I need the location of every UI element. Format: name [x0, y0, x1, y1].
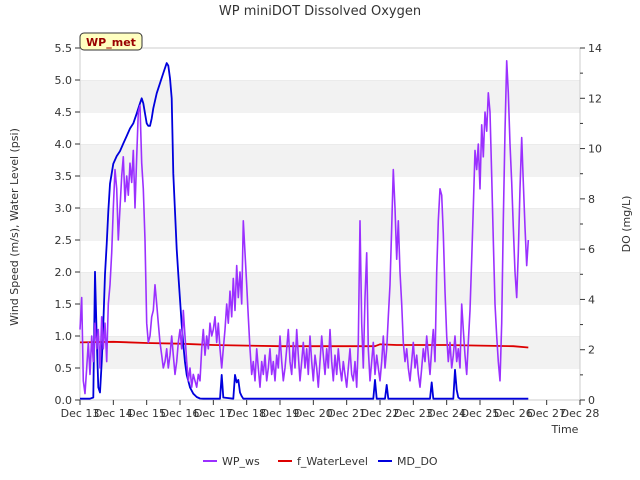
right-y-axis: 0 2 4 6 8 10 12 14 — [580, 42, 602, 407]
left-tick-label: 0.0 — [55, 394, 73, 407]
badge: WP_met — [79, 32, 143, 51]
x-tick-label: Dec 25 — [461, 407, 500, 420]
x-tick-label: Dec 23 — [394, 407, 433, 420]
left-tick-label: 4.5 — [55, 106, 73, 119]
grid-band — [80, 176, 580, 208]
right-tick-label: 2 — [588, 344, 595, 357]
right-tick-label: 6 — [588, 243, 595, 256]
grid-band — [80, 208, 580, 240]
x-tick-label: Dec 24 — [427, 407, 466, 420]
grid-band — [80, 80, 580, 112]
left-y-axis-label: Wind Speed (m/s), Water Level (psi) — [8, 128, 21, 326]
right-tick-label: 0 — [588, 394, 595, 407]
legend-label-MD_DO: MD_DO — [397, 455, 438, 468]
x-axis-label: Time — [551, 423, 579, 436]
badge-label: WP_met — [86, 36, 136, 49]
right-tick-label: 4 — [588, 293, 595, 306]
grid-band — [80, 144, 580, 176]
x-tick-label: Dec 18 — [227, 407, 266, 420]
x-tick-label: Dec 27 — [527, 407, 566, 420]
x-tick-label: Dec 22 — [361, 407, 400, 420]
left-tick-label: 5.0 — [55, 74, 73, 87]
left-tick-label: 3.5 — [55, 170, 73, 183]
series-line-WP_ws — [79, 59, 530, 395]
right-tick-label: 8 — [588, 193, 595, 206]
x-tick-label: Dec 26 — [494, 407, 533, 420]
left-tick-label: 0.5 — [55, 362, 73, 375]
x-tick-label: Dec 21 — [327, 407, 366, 420]
series-line-MD_DO — [80, 62, 529, 400]
right-tick-label: 12 — [588, 92, 602, 105]
grid-band — [80, 112, 580, 144]
left-tick-label: 1.5 — [55, 298, 73, 311]
grid-band — [80, 368, 580, 400]
x-tick-label: Dec 19 — [261, 407, 300, 420]
series-line-f_WaterLevel — [79, 340, 529, 349]
grid-band — [80, 240, 580, 272]
x-tick-label: Dec 16 — [161, 407, 200, 420]
left-tick-label: 4.0 — [55, 138, 73, 151]
x-tick-label: Dec 28 — [561, 407, 600, 420]
legend: WP_ws f_WaterLevel MD_DO — [203, 455, 438, 468]
chart-title: WP miniDOT Dissolved Oxygen — [219, 4, 421, 19]
right-y-axis-label: DO (mg/L) — [620, 196, 633, 253]
right-tick-label: 14 — [588, 42, 602, 55]
x-tick-label: Dec 20 — [294, 407, 333, 420]
grid-band — [80, 272, 580, 304]
left-tick-label: 3.0 — [55, 202, 73, 215]
right-tick-label: 10 — [588, 143, 602, 156]
grid-band — [80, 48, 580, 80]
left-tick-label: 1.0 — [55, 330, 73, 343]
x-tick-label: Dec 15 — [127, 407, 166, 420]
x-tick-label: Dec 13 — [61, 407, 100, 420]
legend-label-f_WaterLevel: f_WaterLevel — [297, 455, 368, 468]
left-y-axis: 0.0 0.5 1.0 1.5 2.0 2.5 3.0 3.5 4.0 4.5 5.0 5.5 — [55, 42, 80, 407]
x-tick-label: Dec 14 — [94, 407, 133, 420]
left-tick-label: 2.5 — [55, 234, 73, 247]
legend-label-WP_ws: WP_ws — [222, 455, 260, 468]
series-layer — [79, 59, 530, 400]
left-tick-label: 5.5 — [55, 42, 73, 55]
left-tick-label: 2.0 — [55, 266, 73, 279]
x-tick-label: Dec 17 — [194, 407, 233, 420]
